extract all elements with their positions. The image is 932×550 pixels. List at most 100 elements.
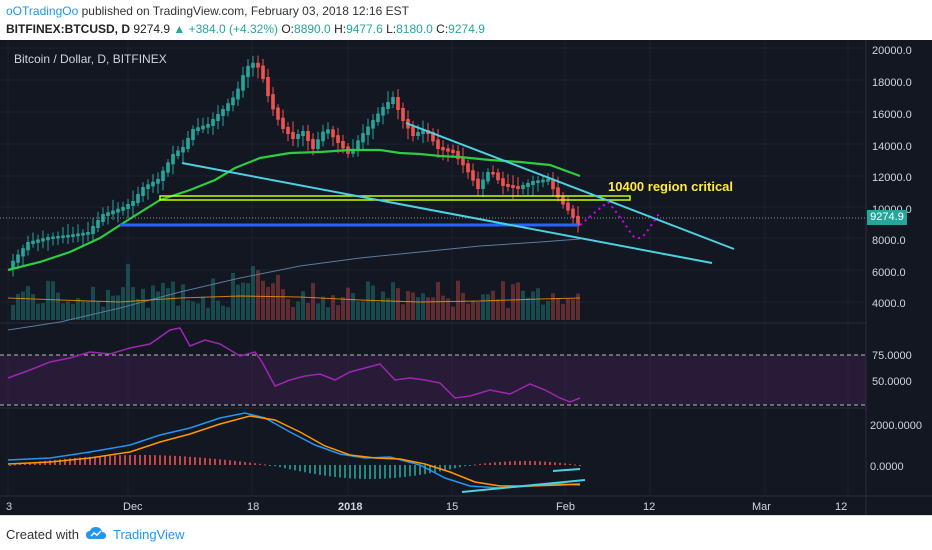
price-tick: 12000.0 xyxy=(872,172,912,184)
last-price: 9274.9 xyxy=(133,22,171,36)
volume-bar xyxy=(146,307,150,320)
volume-bar xyxy=(101,306,105,320)
volume-bar xyxy=(281,289,285,320)
candle-body xyxy=(531,181,535,185)
candle-body xyxy=(466,163,470,173)
rsi-tick: 50.0000 xyxy=(872,376,912,388)
macd-hist-bar xyxy=(309,465,311,474)
macd-hist-bar xyxy=(454,465,456,469)
tradingview-link[interactable]: TradingView xyxy=(113,527,185,542)
volume-bar xyxy=(486,294,490,320)
tradingview-cloud-icon[interactable] xyxy=(85,525,107,541)
macd-line xyxy=(7,412,581,489)
volume-bar xyxy=(11,304,15,320)
time-axis[interactable]: 3 Dec 18 2018 15 Feb 12 Mar 12 xyxy=(6,501,847,513)
candle-body xyxy=(526,183,530,187)
volume-bar xyxy=(211,278,215,320)
author-link[interactable]: oOTradingOo xyxy=(6,4,79,18)
candle-body xyxy=(416,132,420,136)
candle-body xyxy=(556,187,560,198)
macd-hist-bar xyxy=(164,455,166,465)
chart-area[interactable]: 20000.0 18000.0 16000.0 14000.0 12000.0 … xyxy=(0,40,932,515)
lower-trendline[interactable] xyxy=(181,162,713,264)
macd-hist-bar xyxy=(269,465,271,466)
macd-hist-bar xyxy=(89,456,91,465)
volume-bar xyxy=(176,305,180,320)
time-tick: 12 xyxy=(835,501,847,513)
publish-line: oOTradingOo published on TradingView.com… xyxy=(6,4,409,18)
volume-bar xyxy=(266,286,270,320)
macd-hist-bar xyxy=(149,455,151,465)
volume-bar xyxy=(181,284,185,320)
candle-body xyxy=(221,109,225,116)
price-tick: 18000.0 xyxy=(872,77,912,89)
macd-hist-bar xyxy=(129,455,131,465)
candle-body xyxy=(291,132,295,139)
candle-body xyxy=(26,242,30,251)
volume-bar xyxy=(261,280,265,320)
time-tick: 12 xyxy=(643,501,655,513)
price-tick: 8000.0 xyxy=(872,235,906,247)
support-band-10400[interactable] xyxy=(159,195,631,201)
volume-bar xyxy=(381,291,385,320)
volume-bar xyxy=(491,290,495,320)
candle-body xyxy=(351,148,355,154)
volume-bar xyxy=(221,305,225,320)
macd-hist-bar xyxy=(514,461,516,465)
macd-hist-bar xyxy=(389,465,391,479)
volume-bar xyxy=(416,297,420,320)
macd-hist-bar xyxy=(404,465,406,477)
candle-body xyxy=(411,126,415,136)
macd-hist-bar xyxy=(374,465,376,479)
volume-bar xyxy=(46,280,50,320)
candle-body xyxy=(496,172,500,181)
candle-body xyxy=(206,124,210,128)
macd-hist-bar xyxy=(134,455,136,465)
volume-bar xyxy=(106,289,110,320)
volume-bar xyxy=(56,292,60,320)
macd-hist-bar xyxy=(109,455,111,465)
candle-body xyxy=(211,119,215,126)
macd-hist-bar xyxy=(464,465,466,467)
chart-canvas[interactable]: 20000.0 18000.0 16000.0 14000.0 12000.0 … xyxy=(0,40,932,515)
volume-ma-line xyxy=(7,295,581,303)
macd-hist-bar xyxy=(114,455,116,465)
macd-hist-bar xyxy=(99,456,101,465)
candle-body xyxy=(271,94,275,110)
macd-hist-bar xyxy=(364,465,366,479)
macd-divergence-line[interactable] xyxy=(461,479,586,493)
macd-hist-bar xyxy=(554,462,556,465)
macd-short-line[interactable] xyxy=(552,468,581,472)
candle-body xyxy=(296,134,300,139)
candle-body xyxy=(396,97,400,110)
volume-bar xyxy=(311,282,315,320)
candle-body xyxy=(36,239,40,243)
price-axis[interactable]: 20000.0 18000.0 16000.0 14000.0 12000.0 … xyxy=(870,45,922,473)
candle-body xyxy=(186,138,190,149)
candle-body xyxy=(11,260,15,269)
macd-hist-bar xyxy=(484,463,486,465)
candle-body xyxy=(361,133,365,143)
price-tick: 16000.0 xyxy=(872,109,912,121)
created-with-label: Created with xyxy=(6,527,79,542)
macd-hist-bar xyxy=(189,456,191,465)
volume-bar xyxy=(451,306,455,320)
annotation-text[interactable]: 10400 region critical xyxy=(608,179,734,194)
macd-hist-bar xyxy=(504,461,506,465)
candle-body xyxy=(201,125,205,130)
macd-hist-bar xyxy=(339,465,341,478)
volume-bar xyxy=(436,282,440,320)
candle-body xyxy=(31,240,35,244)
macd-hist-bar xyxy=(264,464,266,466)
upper-trendline[interactable] xyxy=(405,122,735,250)
macd-hist-bar xyxy=(144,455,146,465)
macd-hist-bar xyxy=(494,462,496,465)
candle-body xyxy=(266,77,270,97)
volume-bar xyxy=(121,287,125,320)
volume-bar xyxy=(141,288,145,320)
macd-hist-bar xyxy=(574,464,576,466)
volume-bar xyxy=(556,298,560,320)
macd-hist-bar xyxy=(274,465,276,467)
volume-bars xyxy=(11,263,580,320)
volume-bar xyxy=(111,295,115,320)
